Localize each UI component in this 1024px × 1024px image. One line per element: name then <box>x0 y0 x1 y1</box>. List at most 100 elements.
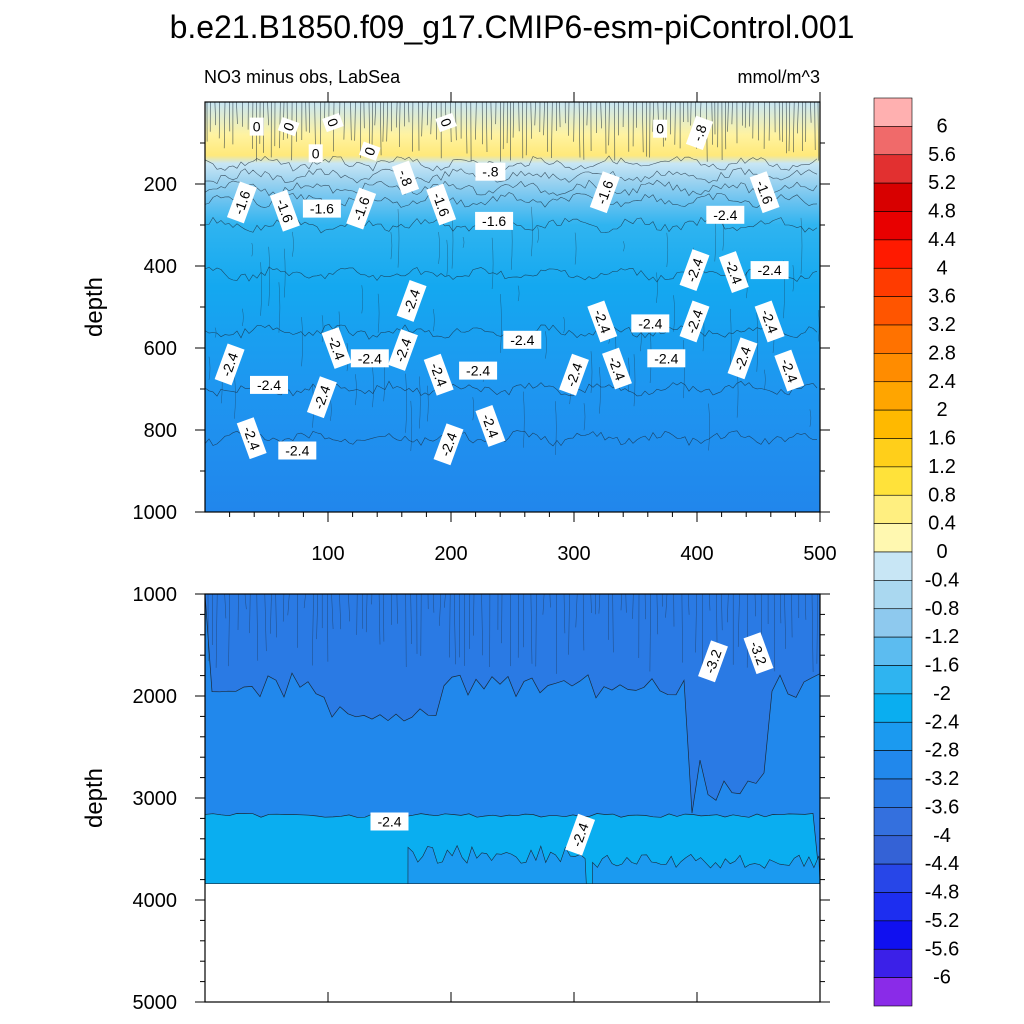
y-tick-label: 1000 <box>133 502 178 524</box>
contour-label: -1.6 <box>269 189 300 232</box>
contour-label-text: -2.4 <box>240 424 263 452</box>
colorbar-label: 3.2 <box>928 314 956 336</box>
contour-label-text: -1.6 <box>350 194 373 222</box>
y-tick-label: 1000 <box>133 584 178 606</box>
contour-label-bg <box>236 417 267 460</box>
contour-label-bg <box>308 144 323 163</box>
contour-label-bg <box>278 441 317 460</box>
contour-region <box>407 844 587 884</box>
contour-label: 0 <box>308 144 323 163</box>
x-tick-label: 500 <box>803 543 836 565</box>
contour-label-bg <box>565 813 596 856</box>
contour-label-bg <box>306 376 337 419</box>
contour-label: -1.6 <box>226 181 257 224</box>
contour-label: -2.4 <box>727 337 758 380</box>
contour-label-text: -2.4 <box>758 307 781 335</box>
colorbar-label: -2.4 <box>925 711 959 733</box>
contour-label: 0 <box>277 116 300 137</box>
contour-label-text: -2.4 <box>562 360 585 388</box>
contour-label: -1.6 <box>475 211 514 230</box>
contour-label: -2.4 <box>459 361 498 380</box>
contour-label-text: -2.4 <box>758 262 782 278</box>
contour-label-bg <box>226 181 257 224</box>
colorbar-label: 0 <box>936 541 947 563</box>
contour-label: 0 <box>653 119 668 138</box>
contour-label: -2.4 <box>587 300 618 343</box>
y-tick-label: 200 <box>144 174 177 196</box>
colorbar-swatch <box>873 523 913 553</box>
contour-label: -2.4 <box>433 423 464 466</box>
contour-label-text: -2.4 <box>466 363 490 379</box>
contour-label-text: -1.6 <box>593 178 616 206</box>
colorbar-swatch <box>873 863 913 893</box>
contour-label-bg <box>475 211 514 230</box>
colorbar-swatch <box>873 948 913 978</box>
colorbar-swatch <box>873 381 913 411</box>
contour-label-bg <box>706 205 745 224</box>
colorbar-swatch <box>873 835 913 865</box>
colorbar-label: -5.6 <box>925 938 959 960</box>
contour-label-text: -2.4 <box>778 357 801 385</box>
contour-label-text: -2.4 <box>479 412 502 440</box>
contour-label-bg <box>653 119 668 138</box>
contour-label-text: -2.4 <box>257 377 281 393</box>
colorbar-label: 4.4 <box>928 229 956 251</box>
colorbar-label: -3.2 <box>925 768 959 790</box>
colorbar-swatch <box>873 211 913 241</box>
contour-label-text: -2.4 <box>638 315 662 331</box>
colorbar-label: -6 <box>933 967 951 989</box>
contour-label: -2.4 <box>750 261 789 280</box>
colorbar-label: 3.6 <box>928 286 956 308</box>
contour-label-bg <box>749 171 780 214</box>
y-tick-label: 800 <box>144 420 177 442</box>
colorbar-swatch <box>873 154 913 184</box>
colorbar-swatch <box>873 324 913 354</box>
contour-label-bg <box>698 640 728 683</box>
x-tick-label: 300 <box>557 543 590 565</box>
contour-label-text: -1.6 <box>430 190 453 218</box>
colorbar-swatch <box>873 267 913 297</box>
colorbar-swatch <box>873 466 913 496</box>
contour-label-text: -2.4 <box>568 820 591 848</box>
colorbar-label: -5.2 <box>925 910 959 932</box>
contour-label: -2.4 <box>559 353 589 396</box>
contour-label: -2.4 <box>706 205 745 224</box>
contour-label-text: -2.4 <box>731 344 754 372</box>
contour-label-text: -2.4 <box>683 307 706 335</box>
colorbar-swatch <box>873 977 913 1007</box>
contour-label-text: -2.4 <box>427 361 450 389</box>
contour-label-text: -3.2 <box>747 639 770 667</box>
colorbar-label: -3.6 <box>925 796 959 818</box>
contour-label: -2.4 <box>475 404 506 447</box>
colorbar-label: 1.2 <box>928 456 956 478</box>
contour-label-bg <box>475 162 506 181</box>
contour-label-text: 0 <box>312 145 320 161</box>
contour-label: -2.4 <box>565 813 596 856</box>
contour-label: -1.6 <box>589 171 620 214</box>
contour-label: -3.2 <box>698 640 728 683</box>
colorbar-label: -2.8 <box>925 740 959 762</box>
contour-label: -2.4 <box>236 417 267 460</box>
contour-label-bg <box>302 199 341 218</box>
contour-label-bg <box>459 361 498 380</box>
contour-label: -2.4 <box>631 314 670 333</box>
contour-line <box>204 179 818 197</box>
contour-label-bg <box>647 349 686 368</box>
colorbar-label: -1.6 <box>925 655 959 677</box>
surface-contour-lines <box>206 101 819 162</box>
colorbar-label: -4 <box>933 825 951 847</box>
colorbar-swatch <box>873 353 913 383</box>
colorbar-swatch <box>873 608 913 638</box>
contour-label-text: -2.4 <box>218 350 241 378</box>
colorbar-swatch <box>873 409 913 439</box>
contour-label-bg <box>774 349 805 392</box>
contour-label: -2.4 <box>718 251 749 294</box>
units-label: mmol/m^3 <box>738 67 820 87</box>
colorbar-swatch <box>873 920 913 950</box>
colorbar-swatch <box>873 551 913 581</box>
contour-label: 0 <box>435 112 457 133</box>
contour-label: -2.4 <box>679 249 710 292</box>
colorbar-swatch <box>873 807 913 837</box>
